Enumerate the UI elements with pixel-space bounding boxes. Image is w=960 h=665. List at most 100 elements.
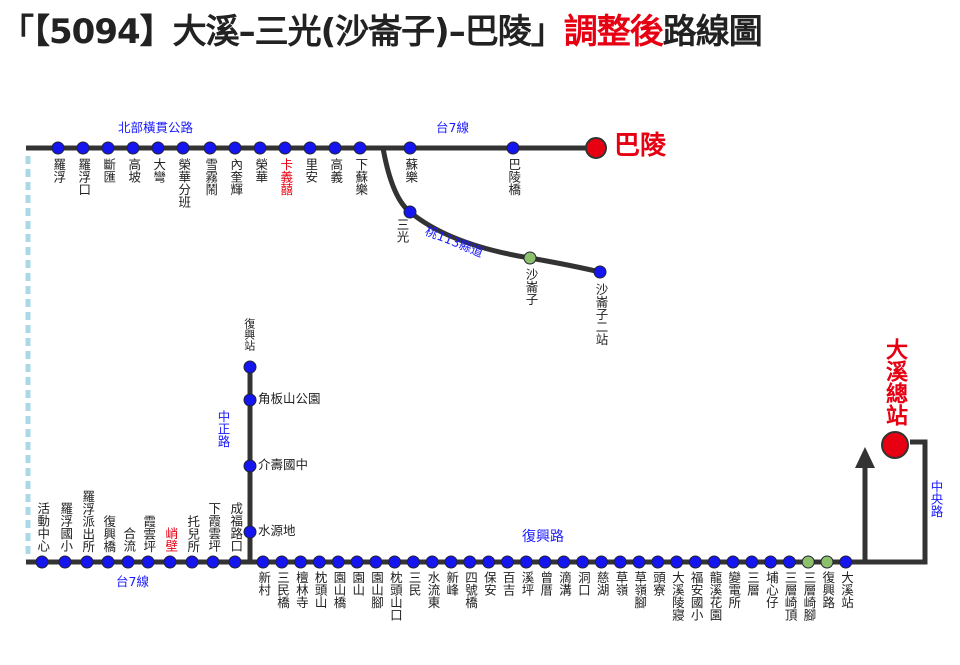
stop-label: 洞口 xyxy=(575,571,591,596)
stop-label: 大溪站 xyxy=(839,571,855,609)
stop-dot xyxy=(294,555,308,569)
stop-dot xyxy=(331,555,345,569)
stop-label: 水流東 xyxy=(425,571,441,609)
stop-label: 大溪陵寢 xyxy=(669,571,685,621)
stop-label: 百吉 xyxy=(500,571,516,596)
stop-dot xyxy=(353,141,367,155)
stop-label: 內奎輝 xyxy=(228,158,244,196)
stop-label: 水源地 xyxy=(258,523,296,538)
stop-dot xyxy=(839,555,853,569)
stop-dot xyxy=(463,555,477,569)
stop-dot xyxy=(185,555,199,569)
stop-dot xyxy=(782,555,796,569)
stop-dot xyxy=(557,555,571,569)
stop-label: 高義 xyxy=(328,158,344,183)
stop-label: 慈湖 xyxy=(594,571,610,596)
stop-dot xyxy=(256,555,270,569)
stop-dot xyxy=(243,393,257,407)
road-label: 中央路 xyxy=(928,480,944,518)
stop-dot xyxy=(388,555,402,569)
stop-dot xyxy=(35,555,49,569)
stop-dot xyxy=(243,459,257,473)
stop-dot xyxy=(688,555,702,569)
stop-label: 曾厝 xyxy=(538,571,554,596)
title: 「【5094】大溪–三光(沙崙子)–巴陵」調整後路線圖 xyxy=(0,4,960,53)
stop-label: 活動中心 xyxy=(35,502,51,552)
stop-dot xyxy=(403,205,417,219)
arrow-head xyxy=(855,447,875,468)
stop-label: 枕頭山口 xyxy=(387,571,403,621)
stop-label: 三民橋 xyxy=(275,571,291,609)
stop-label: 羅浮派出所 xyxy=(80,489,96,553)
stop-dot xyxy=(51,141,65,155)
stop-label: 介壽國中 xyxy=(258,457,309,472)
terminal-dot xyxy=(585,137,607,159)
stop-dot xyxy=(228,141,242,155)
stop-label: 霞雲坪 xyxy=(141,514,157,553)
stop-label: 草嶺腳 xyxy=(632,571,648,609)
stop-label: 托兒所 xyxy=(185,514,201,553)
stop-dot xyxy=(328,141,342,155)
stop-dot xyxy=(243,525,257,539)
stop-dot xyxy=(121,555,135,569)
stop-dot xyxy=(523,251,537,265)
road-label: 北部橫貫公路 xyxy=(118,120,194,135)
stop-label: 三層 xyxy=(745,571,761,596)
stop-label: 三民 xyxy=(406,571,422,596)
stop-dot xyxy=(76,141,90,155)
stop-dot xyxy=(670,555,684,569)
stop-label: 成福路口 xyxy=(228,502,244,552)
stop-label: 下霞雲坪 xyxy=(206,502,222,552)
stop-label: 復興站 xyxy=(242,318,256,351)
stop-label: 新峰 xyxy=(444,571,460,596)
loop-line xyxy=(860,439,928,565)
stop-dot xyxy=(101,141,115,155)
stop-dot xyxy=(243,360,257,374)
stop-label: 高坡 xyxy=(126,158,142,183)
stop-label: 園山橋 xyxy=(331,571,347,609)
stop-dot xyxy=(651,555,665,569)
stop-dot xyxy=(151,141,165,155)
stop-dot xyxy=(312,555,326,569)
stop-dot xyxy=(764,555,778,569)
stop-dot xyxy=(444,555,458,569)
stop-dot xyxy=(632,555,646,569)
stop-label: 巴陵橋 xyxy=(506,158,522,196)
stop-dot xyxy=(594,555,608,569)
stop-label: 埔心仔 xyxy=(763,571,779,609)
stop-label: 草嶺 xyxy=(613,571,629,596)
stop-label: 沙崙子 xyxy=(523,268,539,306)
stop-dot xyxy=(519,555,533,569)
stop-dot xyxy=(745,555,759,569)
title-prefix: 「【5094】大溪–三光(沙崙子)–巴陵」 xyxy=(0,12,565,52)
stop-label: 榮華分班 xyxy=(176,158,192,208)
stop-label: 復興橋 xyxy=(101,514,117,553)
stop-dot xyxy=(506,141,520,155)
stop-label: 三層崎頂 xyxy=(782,571,798,621)
stop-label: 雪霧鬧 xyxy=(203,158,219,196)
stop-label: 合流 xyxy=(121,527,137,552)
stop-label: 角板山公園 xyxy=(258,391,321,406)
stop-label: 峭壁 xyxy=(163,527,179,552)
stop-dot xyxy=(369,555,383,569)
stop-dot xyxy=(126,141,140,155)
stop-label: 保安 xyxy=(481,571,497,596)
stop-dot xyxy=(707,555,721,569)
stop-label: 三光 xyxy=(394,218,410,243)
stop-dot xyxy=(500,555,514,569)
stop-label: 變電所 xyxy=(726,571,742,609)
stop-dot xyxy=(80,555,94,569)
stop-label: 羅浮國小 xyxy=(58,502,74,552)
stop-label: 榮華 xyxy=(253,158,269,183)
stop-dot xyxy=(425,555,439,569)
road-label: 中正路 xyxy=(215,410,231,448)
stop-label: 羅浮口 xyxy=(76,158,92,196)
stop-dot xyxy=(141,555,155,569)
stop-dot xyxy=(101,555,115,569)
stop-dot xyxy=(482,555,496,569)
stop-label: 斷匯 xyxy=(101,158,117,183)
stop-dot xyxy=(228,555,242,569)
stop-label: 沙崙子二站 xyxy=(593,283,609,346)
